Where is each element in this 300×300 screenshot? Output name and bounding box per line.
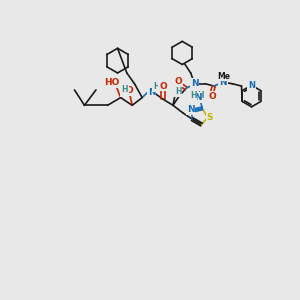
Text: N: N: [219, 79, 227, 88]
Text: H: H: [121, 87, 127, 96]
Text: O: O: [208, 92, 216, 100]
Text: S: S: [207, 113, 213, 122]
Text: HO: HO: [104, 79, 120, 88]
Text: N: N: [194, 93, 202, 102]
Text: N: N: [248, 81, 255, 90]
Text: H: H: [153, 82, 159, 91]
Text: O: O: [125, 86, 133, 95]
Text: H: H: [175, 87, 182, 96]
Text: O: O: [175, 77, 182, 86]
Text: H: H: [197, 91, 204, 100]
Text: H: H: [121, 85, 128, 94]
Text: N: N: [148, 88, 155, 97]
Text: N: N: [191, 79, 198, 88]
Text: H: H: [190, 91, 196, 100]
Text: O: O: [159, 82, 167, 91]
Text: Me: Me: [217, 71, 230, 80]
Text: N: N: [187, 105, 194, 114]
